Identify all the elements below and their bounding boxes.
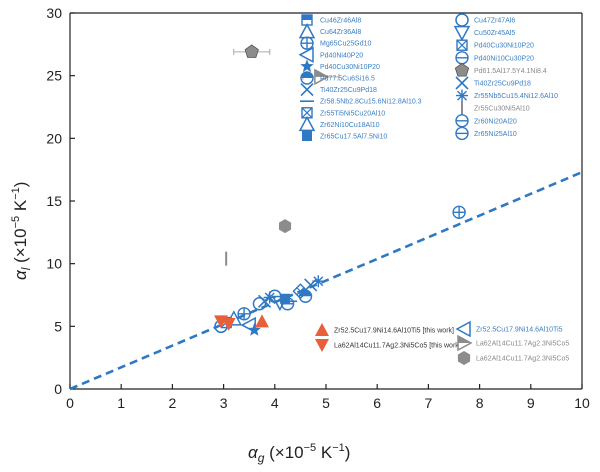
marker-fill [458,336,471,343]
data-point-blue [312,275,325,288]
marker-cross [301,107,313,119]
legend-marker [315,323,329,336]
data-point-gray [279,219,292,234]
y-tick-label: 0 [54,381,62,397]
data-point-blue [247,323,261,336]
y-axis-label: αl (×10−5 K−1) [10,182,33,280]
legend-marker [455,320,471,338]
marker-fill [302,15,312,20]
y-tick-label: 25 [46,68,62,84]
legend-label: Zr65Ni25Al10 [474,131,517,138]
legend-label: Ti40Zr25Cu9Pd18 [320,87,377,94]
legend: Cu46Zr46Al8 Cu64Zr36Al8 Mg65Cu25Gd10 Pd40Ni… [298,13,569,365]
legend-label: Zr52.5Cu17.9Ni14.6Al10Ti5 [this work] [334,328,454,335]
legend-label: Zr55Nb5Cu15.4Ni12.6Al10 [474,93,558,100]
legend-label: Cu47Zr47Al6 [474,18,515,25]
x-axis-label: αg (×10−5 K−1) [248,442,350,465]
y-tick-label: 10 [46,256,62,272]
x-tick-label: 8 [476,395,484,411]
legend-marker [456,89,468,102]
x-tick-label: 9 [527,395,535,411]
legend-marker [298,46,314,64]
legend-marker [300,59,314,73]
y-tick-label: 20 [46,130,62,146]
data-point-orange [221,317,236,331]
y-tick-label: 5 [54,318,62,334]
fit-line [69,170,583,391]
marker-cross [238,307,251,320]
marker-fill [301,72,313,78]
x-tick-label: 10 [574,395,590,411]
legend-label: Cu64Zr36Al8 [320,29,361,36]
legend-marker [302,131,312,141]
y-axis-ticks: 0 5 10 15 20 25 30 [46,5,75,397]
x-tick-label: 6 [373,395,381,411]
legend-label: Zr65Cu17.5Al7.5Ni10 [320,134,387,141]
x-axis-ticks: 0 1 2 3 4 5 6 7 8 9 10 [66,384,590,411]
legend-marker [315,339,329,352]
legend-label: La62Al14Cu11.7Ag2.3Ni5Co5 [476,341,569,348]
legend-label: Zr62Ni10Cu18Al10 [320,122,380,129]
legend-marker [300,83,314,97]
marker-cross [301,37,313,50]
legend-label: Zr55Ti5Ni5Cu20Al10 [320,110,385,117]
legend-label: Cu50Zr45Al5 [474,30,515,37]
legend-label: Pd77.5Cu6Si16.5 [320,76,375,83]
x-tick-label: 2 [169,395,177,411]
legend-label: Cu46Zr46Al8 [320,18,361,25]
legend-label: Zr60Ni20Al20 [474,118,517,125]
legend-marker [456,39,468,51]
legend-marker [453,25,471,42]
x-tick-label: 5 [322,395,330,411]
data-point-blue [252,297,267,311]
y-tick-label: 30 [46,5,62,21]
legend-marker [455,76,469,90]
data-point-orange [255,314,269,328]
x-tick-label: 7 [425,395,433,411]
data-points [214,44,466,336]
legend-label: Zr58.5Nb2.8Cu15.6Ni12.8Al10.3 [320,99,422,106]
legend-label: Pd40Ni10Cu30P20 [474,55,534,62]
legend-marker [457,351,471,365]
legend-label: Pd40Cu30Ni10P20 [474,43,534,50]
y-tick-label: 15 [46,193,62,209]
x-tick-label: 0 [66,395,74,411]
legend-label: Zr55Cu30Ni5Al10 [474,106,530,113]
legend-label: Pd40Cu30Ni10P20 [320,64,380,71]
legend-label: Ti40Zr25Cu9Pd18 [474,81,531,88]
marker-fill [299,290,312,297]
legend-label: Zr52.5Cu17.9Ni14.6Al10Ti5 [476,327,563,334]
marker-cross [453,206,466,219]
legend-label: La62Al14Cu11.7Ag2.3Ni5Co5 [476,356,569,363]
legend-marker [454,62,470,77]
x-tick-label: 1 [117,395,125,411]
x-tick-label: 3 [220,395,228,411]
marker-fill [314,69,328,77]
marker-cross [456,39,468,51]
x-tick-label: 4 [271,395,279,411]
legend-label: La62Al14Cu11.7Ag2.3Ni5Co5 [this work] [334,343,461,350]
data-point-gray [244,44,259,58]
legend-label: Pd61.5Al17.5Y4.1Ni8.4 [474,68,547,75]
legend-marker [298,115,316,132]
legend-label: Mg65Cu25Gd10 [320,41,371,48]
legend-label: Pd40Ni40P20 [320,52,363,59]
